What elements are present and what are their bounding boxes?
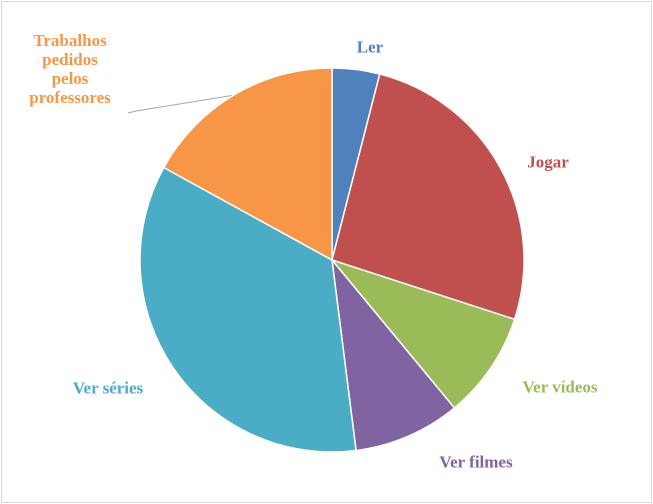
- pie-slice: [139, 166, 357, 453]
- pie-slice: [329, 258, 516, 409]
- pie-slice: [162, 67, 333, 262]
- slice-label: Ler: [356, 37, 384, 57]
- leader-line: [127, 94, 236, 114]
- slice-label: Jogar: [527, 152, 569, 172]
- slice-label: Ver filmes: [439, 452, 513, 472]
- slice-label: Ver séries: [72, 378, 144, 398]
- pie-slice: [330, 257, 456, 452]
- pie-slice: [331, 73, 525, 321]
- slice-label: Ver vídeos: [522, 377, 598, 397]
- slice-label: Trabalhos pedidos pelos professores: [29, 31, 111, 107]
